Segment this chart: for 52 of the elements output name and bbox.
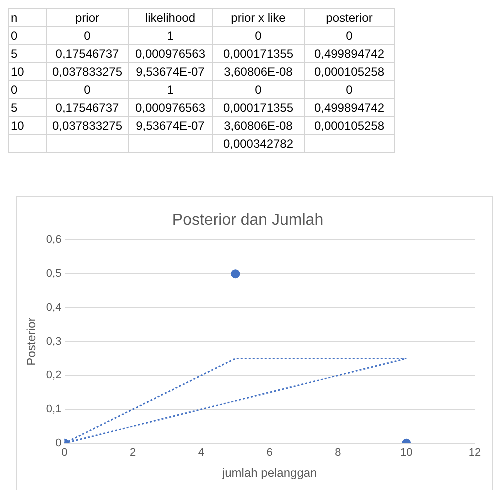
text: 0,037833275 <box>52 64 123 78</box>
text: 3,60806E-08 <box>224 64 293 78</box>
text: 9,53674E-07 <box>136 118 205 132</box>
text: 0,000105258 <box>314 64 385 78</box>
x-tick-label: 4 <box>198 447 205 460</box>
text: 0 <box>255 82 262 96</box>
text: 0 <box>346 28 353 42</box>
text: 5 <box>11 100 18 114</box>
text: 5 <box>11 46 18 60</box>
text: 0 <box>84 28 91 42</box>
text: 0,037833275 <box>52 118 123 132</box>
text: 0,000171355 <box>223 46 294 60</box>
category-label: prior x like <box>212 8 304 26</box>
category-label: prior <box>46 8 128 26</box>
text: 0 <box>11 28 18 42</box>
text: 0 <box>255 28 262 42</box>
text: 1 <box>167 82 174 96</box>
text: 0,499894742 <box>314 100 385 114</box>
text: 0,000342782 <box>223 136 294 150</box>
x-tick-label: 6 <box>266 447 273 460</box>
text: 0 <box>84 82 91 96</box>
x-tick-label: 12 <box>468 447 482 460</box>
category-label: posterior <box>304 8 394 26</box>
y-tick-label: 0,6 <box>46 234 62 246</box>
text: 0,17546737 <box>56 100 120 114</box>
chart-title: Posterior dan Jumlah <box>172 212 324 230</box>
text: 1 <box>167 28 174 42</box>
y-tick-label: 0,4 <box>46 302 62 314</box>
category-label: likelihood <box>128 8 212 26</box>
y-tick-label: 0,3 <box>46 336 62 348</box>
x-tick-label: 8 <box>335 447 342 460</box>
text: 0,000976563 <box>135 46 206 60</box>
y-tick-label: 0,1 <box>46 404 62 416</box>
text: 0 <box>11 82 18 96</box>
text: 10 <box>11 118 24 132</box>
text: 0,000171355 <box>223 100 294 114</box>
text: 0,499894742 <box>314 46 385 60</box>
text: 0,000976563 <box>135 100 206 114</box>
text: 9,53674E-07 <box>136 64 205 78</box>
x-axis-title: jumlah pelanggan <box>221 466 318 480</box>
text: 0,17546737 <box>56 46 120 60</box>
text: 10 <box>11 64 24 78</box>
y-axis-title: Posterior <box>24 318 39 366</box>
category-label: n <box>8 8 46 26</box>
text: 0,000105258 <box>314 118 385 132</box>
text: 0 <box>346 82 353 96</box>
text: 3,60806E-08 <box>224 118 293 132</box>
y-tick-label: 0,2 <box>46 370 62 382</box>
x-tick-label: 10 <box>400 447 413 460</box>
x-tick-label: 2 <box>130 447 136 460</box>
y-tick-label: 0,5 <box>46 268 62 280</box>
y-tick-label: 0 <box>56 437 62 450</box>
